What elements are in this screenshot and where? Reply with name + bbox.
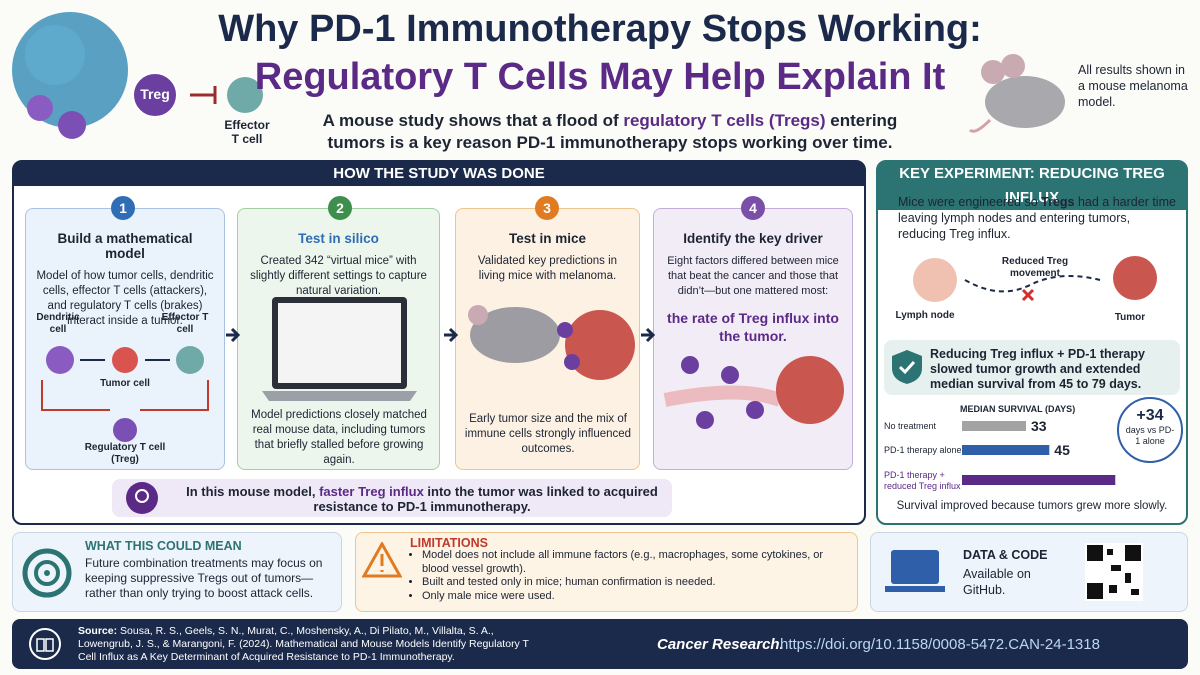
laptop-icon	[262, 297, 417, 401]
lymph-label: Lymph node	[895, 310, 955, 321]
mouse-tumor-illustration	[468, 305, 635, 380]
subtitle-text: A mouse study shows that a flood of	[322, 111, 624, 130]
callout-text: In this mouse model,	[186, 484, 320, 499]
step-title: Test in silico	[298, 231, 379, 246]
limitations-list: Model does not include all immune factor…	[410, 549, 850, 603]
panel-heading: HOW THE STUDY WAS DONE	[14, 162, 864, 186]
category-label: No treatment	[884, 421, 937, 431]
bar	[962, 475, 1116, 485]
step-arrows	[226, 327, 656, 343]
survival-chart: No treatment 33 PD-1 therapy alone 45 PD-1 t…	[884, 418, 1116, 491]
step-text: Model of how tumor cells, dendritic cell…	[36, 270, 214, 327]
category-label: PD-1 therapy + reduced Treg influx	[884, 470, 961, 491]
data-heading: DATA & CODE	[963, 548, 1048, 562]
movement-label: Reduced Treg movement	[1001, 256, 1069, 279]
title-line-2: Regulatory T Cells May Help Explain It	[254, 56, 946, 98]
qr-code	[1085, 543, 1143, 601]
value-label: 33	[1031, 418, 1047, 434]
intro-text: Mice were engineered so	[898, 195, 1042, 209]
panel-heading: KEY EXPERIMENT: REDUCING TREG INFLUX	[878, 162, 1186, 210]
journal: Cancer Research.	[657, 636, 784, 653]
source-label: Source:	[78, 625, 118, 637]
bar	[962, 421, 1027, 431]
step-title: Identify the key driver	[683, 231, 823, 246]
result-box: Reducing Treg influx + PD-1 therapy slow…	[884, 340, 1180, 395]
step-number: 2	[328, 196, 352, 220]
doi-link[interactable]: https://doi.org/10.1158/0008-5472.CAN-24…	[780, 636, 1100, 653]
mouse-note: All results shown in a mouse melanoma mo…	[1078, 63, 1188, 109]
experiment-footer: Survival improved because tumors grew mo…	[896, 500, 1168, 512]
warning-icon	[362, 542, 402, 578]
badge-value: +34	[1136, 407, 1164, 424]
citation: Source: Sousa, R. S., Geels, S. N., Mura…	[78, 625, 548, 664]
shield-icon	[892, 350, 922, 384]
cell-label: Regulatory T cell (Treg)	[84, 442, 166, 465]
meaning-text: Future combination treatments may focus …	[85, 556, 323, 600]
limitations-box	[355, 532, 858, 612]
bulb-icon	[126, 482, 158, 514]
intro-text: had a harder time leaving lymph nodes an…	[898, 195, 1176, 241]
step-title: Test in mice	[508, 231, 587, 246]
effector-label: Effector T cell	[224, 118, 270, 146]
laptop-small-icon	[885, 550, 945, 592]
callout-text: into the tumor was linked to acquired re…	[313, 484, 658, 514]
movement-diagram	[913, 256, 1157, 302]
cell-diagram	[41, 346, 209, 442]
header-illustration	[12, 12, 263, 139]
book-icon	[29, 628, 61, 660]
subtitle-highlight: regulatory T cells (Tregs)	[623, 111, 826, 130]
treg-label: Treg	[140, 86, 170, 102]
step-title: Build a mathematical model	[57, 231, 193, 261]
target-icon	[22, 548, 72, 598]
cell-label: Dendritic cell	[36, 312, 80, 335]
step-card: Identify the key driver Eight factors di…	[653, 208, 853, 470]
subtitle-text: entering tumors is a key reason PD-1 imm…	[327, 111, 898, 152]
survival-badge: +34 days vs PD-1 alone	[1117, 397, 1183, 463]
step-text: Created 342 “virtual mice” with slightly…	[250, 255, 427, 297]
callout-highlight: faster Treg influx	[319, 484, 424, 499]
data-text: Available on GitHub.	[963, 567, 1031, 597]
step-number: 4	[741, 196, 765, 220]
limitation-item: Built and tested only in mice; human con…	[422, 576, 850, 590]
category-label-line: PD-1 therapy +	[884, 470, 945, 480]
step-footer: Model predictions closely matched real m…	[251, 409, 427, 466]
intro-highlight: Tregs	[1041, 195, 1075, 209]
step-highlight: the rate of Treg influx into the tumor.	[667, 310, 839, 344]
badge-text: days vs PD-1 alone	[1125, 425, 1175, 446]
limitations-heading: LIMITATIONS	[410, 536, 488, 550]
mouse-icon	[968, 54, 1065, 133]
title: Why PD-1 Immunotherapy Stops Working:	[218, 8, 982, 50]
limitation-item: Model does not include all immune factor…	[422, 549, 850, 576]
step-number: 1	[111, 196, 135, 220]
step-footer: Early tumor size and the mix of immune c…	[464, 413, 632, 455]
source-bar	[12, 619, 1188, 669]
meaning-heading: WHAT THIS COULD MEAN	[85, 539, 242, 553]
tumor-label: Tumor	[1114, 312, 1146, 323]
influx-illustration	[663, 356, 844, 429]
experiment-intro: Mice were engineered so Tregs had a hard…	[898, 194, 1178, 242]
callout: In this mouse model, faster Treg influx …	[112, 479, 672, 517]
cell-label: Tumor cell	[100, 378, 150, 389]
subtitle: A mouse study shows that a flood of regu…	[300, 110, 920, 154]
bar	[962, 445, 1050, 455]
category-label-line: reduced Treg influx	[884, 481, 961, 491]
chart-title: MEDIAN SURVIVAL (DAYS)	[960, 404, 1076, 414]
step-number: 3	[535, 196, 559, 220]
category-label: PD-1 therapy alone	[884, 445, 962, 455]
step-text: Validated key predictions in living mice…	[477, 255, 618, 282]
step-text: Eight factors differed between mice that…	[667, 255, 839, 297]
citation-text: Sousa, R. S., Geels, S. N., Murat, C., M…	[78, 625, 529, 663]
limitation-item: Only male mice were used.	[422, 590, 850, 604]
cell-label: Effector T cell	[161, 312, 209, 335]
value-label: 45	[1054, 442, 1070, 458]
